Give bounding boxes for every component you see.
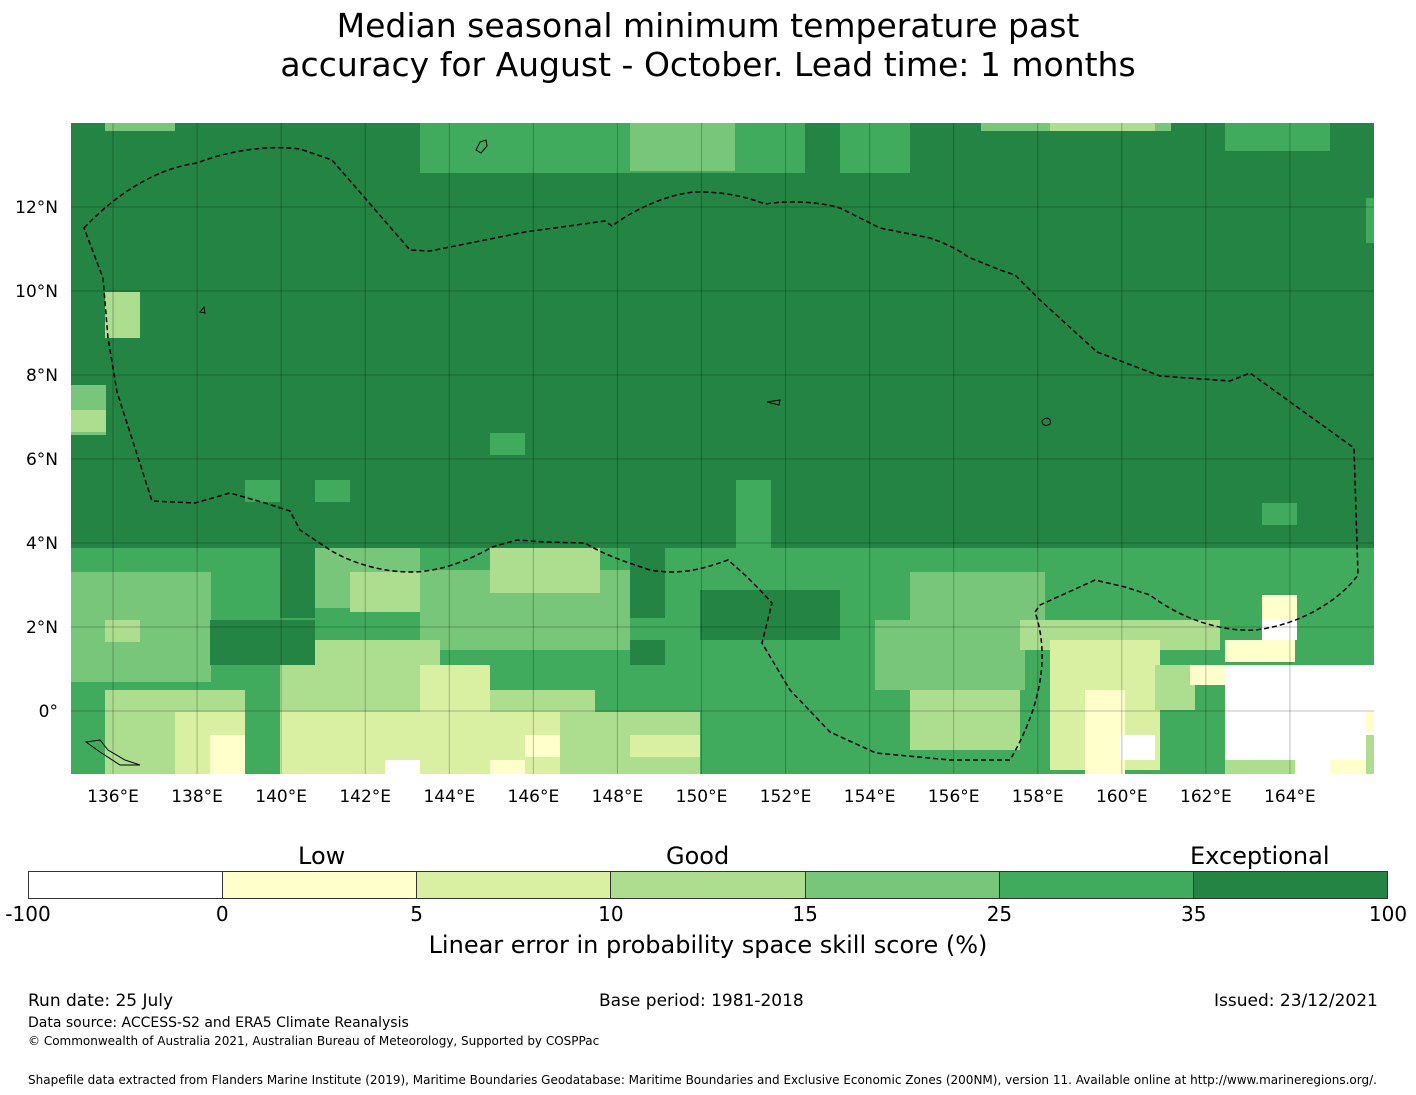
chart-title: Median seasonal minimum temperature past… <box>0 6 1416 84</box>
skill-cell <box>736 480 771 548</box>
skill-cell <box>525 735 560 757</box>
skill-cell <box>1050 123 1155 131</box>
lat-tick-label: 0° <box>39 702 58 722</box>
lon-tick-label: 142°E <box>339 787 391 807</box>
issued-date: Issued: 23/12/2021 <box>1214 991 1378 1011</box>
lon-tick-label: 156°E <box>928 787 980 807</box>
lon-tick-label: 146°E <box>508 787 560 807</box>
skill-cell <box>490 548 600 593</box>
colorbar-tick-label: 35 <box>1180 902 1207 926</box>
lat-tick-label: 4°N <box>26 534 58 554</box>
skill-cell <box>910 690 1020 750</box>
title-line-1: Median seasonal minimum temperature past <box>336 6 1080 45</box>
lon-tick-label: 164°E <box>1264 787 1316 807</box>
category-exceptional: Exceptional <box>1190 842 1330 870</box>
colorbar-segment <box>223 872 418 898</box>
skill-cell <box>280 548 315 618</box>
skill-cell <box>1366 198 1374 243</box>
small-islands <box>84 139 1051 766</box>
lon-tick-label: 154°E <box>844 787 896 807</box>
run-date: Run date: 25 July <box>28 991 174 1011</box>
skill-cell <box>71 572 211 682</box>
lon-tick-label: 162°E <box>1180 787 1232 807</box>
skill-cell <box>910 572 1045 622</box>
colorbar-segment <box>611 872 806 898</box>
skill-cell <box>1330 760 1365 774</box>
colorbar <box>28 871 1388 899</box>
skill-cell <box>105 123 175 131</box>
title-line-2: accuracy for August - October. Lead time… <box>280 45 1136 84</box>
skill-cell <box>630 735 700 757</box>
skill-cell <box>1155 665 1195 710</box>
shapefile-credit: Shapefile data extracted from Flanders M… <box>28 1073 1377 1087</box>
colorbar-segment <box>417 872 612 898</box>
skill-cell <box>1120 735 1155 760</box>
colorbar-tick-label: 25 <box>986 902 1013 926</box>
skill-cell <box>875 620 1025 690</box>
colorbar-segment <box>805 872 1000 898</box>
skill-cell <box>105 292 140 338</box>
lon-tick-label: 148°E <box>592 787 644 807</box>
skill-cell <box>1190 665 1225 685</box>
base-period: Base period: 1981-2018 <box>599 991 804 1011</box>
skill-cell <box>840 123 910 173</box>
data-source: Data source: ACCESS-S2 and ERA5 Climate … <box>28 1015 409 1031</box>
lat-tick-label: 2°N <box>26 618 58 638</box>
skill-cell <box>315 480 350 502</box>
skill-cell <box>700 590 840 640</box>
copyright: © Commonwealth of Australia 2021, Austra… <box>28 1034 600 1048</box>
lat-tick-label: 8°N <box>26 366 58 386</box>
colorbar-tick-label: 100 <box>1368 902 1408 926</box>
skill-cell <box>210 620 315 665</box>
eez-boundary <box>83 146 1359 761</box>
skill-cell <box>1085 690 1125 774</box>
lon-tick-label: 150°E <box>676 787 728 807</box>
category-low: Low <box>298 842 346 870</box>
colorbar-tick-label: -100 <box>5 902 51 926</box>
skill-cell <box>490 760 525 774</box>
skill-cell <box>1262 620 1297 640</box>
colorbar-tick-label: 10 <box>598 902 624 926</box>
colorbar-tick-label: 0 <box>215 902 229 926</box>
skill-cell <box>630 548 665 618</box>
lon-tick-label: 138°E <box>171 787 223 807</box>
skill-cell <box>1225 760 1295 774</box>
category-good: Good <box>666 842 730 870</box>
skill-cell <box>490 433 525 455</box>
lat-tick-label: 10°N <box>15 282 58 302</box>
lon-tick-label: 144°E <box>423 787 475 807</box>
skill-cell <box>1262 503 1297 525</box>
skill-cell <box>210 735 245 774</box>
lon-tick-label: 160°E <box>1096 787 1148 807</box>
skill-cell <box>630 123 735 171</box>
skill-cell <box>1366 735 1374 774</box>
skill-cell <box>71 410 106 432</box>
skill-cell <box>420 123 805 173</box>
lat-tick-label: 6°N <box>26 450 58 470</box>
lat-tick-label: 12°N <box>15 198 58 218</box>
lon-tick-label: 152°E <box>760 787 812 807</box>
skill-cell <box>105 620 140 642</box>
skill-cell <box>1225 123 1330 151</box>
colorbar-segment <box>1193 872 1387 898</box>
skill-cell <box>1225 640 1295 662</box>
skill-cell <box>350 572 420 612</box>
lon-tick-label: 136°E <box>87 787 139 807</box>
skill-cell <box>385 760 420 774</box>
lon-tick-label: 158°E <box>1012 787 1064 807</box>
skill-cell <box>630 640 665 665</box>
skill-score-map: 136°E 138°E 140°E 142°E 144°E 146°E 148°E 150°E… <box>15 123 1374 807</box>
skill-cell <box>1262 595 1297 620</box>
colorbar-label: Linear error in probability space skill … <box>428 931 988 959</box>
colorbar-tick-label: 15 <box>792 902 818 926</box>
skill-cell <box>1366 712 1374 732</box>
colorbar-tick-label: 5 <box>410 902 423 926</box>
skill-cell <box>1225 665 1374 774</box>
skill-cell <box>245 480 280 502</box>
lon-tick-label: 140°E <box>255 787 307 807</box>
colorbar-segment <box>999 872 1194 898</box>
colorbar-segment <box>29 872 224 898</box>
